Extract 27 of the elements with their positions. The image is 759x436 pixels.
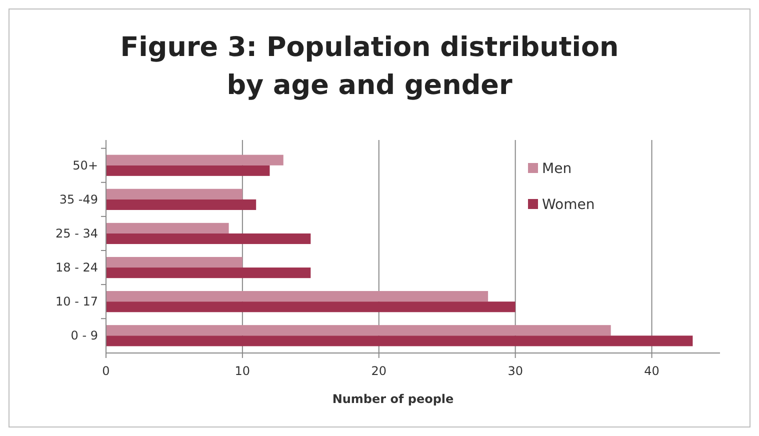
bar (106, 291, 488, 302)
x-tick-label: 0 (102, 364, 110, 378)
legend-label: Women (542, 197, 595, 213)
bar (106, 233, 311, 244)
legend-label: Men (542, 161, 572, 177)
bar (106, 302, 516, 312)
bar (106, 188, 242, 200)
bar (106, 336, 693, 346)
x-tick-label: 20 (371, 364, 387, 378)
y-tick-label: 50+ (72, 158, 98, 172)
chart-title: Figure 3: Population distribution by age and gender (120, 32, 619, 101)
bar (106, 199, 256, 210)
bar (106, 268, 311, 278)
y-tick-label: 35 -49 (59, 192, 98, 206)
x-axis-title: Number of people (332, 392, 454, 406)
x-tick-label: 10 (234, 364, 250, 378)
bar (106, 222, 229, 234)
bar (106, 165, 270, 176)
bar (106, 256, 242, 268)
x-tick-label: 30 (508, 364, 523, 378)
y-tick-label: 10 - 17 (56, 294, 98, 309)
y-tick-label: 25 - 34 (56, 226, 98, 240)
bar (106, 325, 611, 336)
y-tick-label: 18 - 24 (56, 260, 98, 275)
x-tick-label: 40 (644, 364, 660, 378)
y-tick-label: 0 - 9 (70, 328, 98, 343)
bar (106, 154, 284, 166)
